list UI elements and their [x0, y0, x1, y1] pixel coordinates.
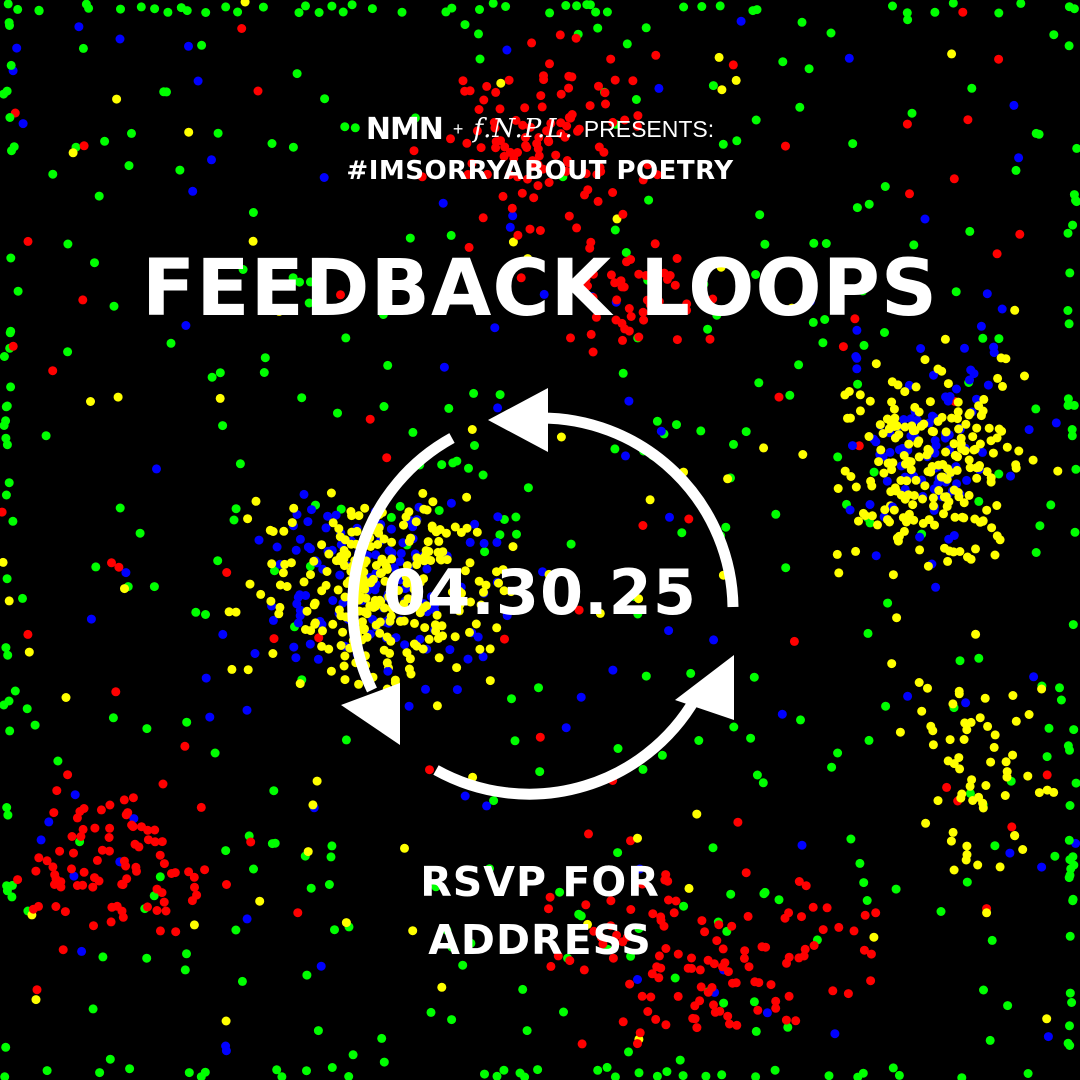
fnpl-logo: f.N.P.L.: [473, 114, 574, 144]
plus-sign: +: [452, 118, 464, 139]
presents-label: PRESENTS:: [583, 115, 715, 142]
cycle-arc-bottom: [433, 687, 705, 800]
presenters-row: NMN + f.N.P.L. PRESENTS:: [0, 111, 1080, 147]
rsvp-line-2: ADDRESS: [428, 916, 652, 964]
nmn-logo: NMN: [365, 111, 444, 147]
cycle-arrowhead-top: [488, 388, 548, 452]
cycle-arc-top: [537, 412, 739, 608]
event-date: 04.30.25: [383, 556, 697, 629]
event-title: FEEDBACK LOOPS: [141, 244, 939, 334]
rsvp-line-1: RSVP FOR: [420, 858, 660, 906]
cycle-arrowhead-left: [341, 683, 400, 745]
cycle-arc-left: [347, 433, 455, 693]
cycle-arrowhead-right: [675, 655, 734, 720]
hashtag: #IMSORRYABOUT POETRY: [346, 156, 734, 186]
